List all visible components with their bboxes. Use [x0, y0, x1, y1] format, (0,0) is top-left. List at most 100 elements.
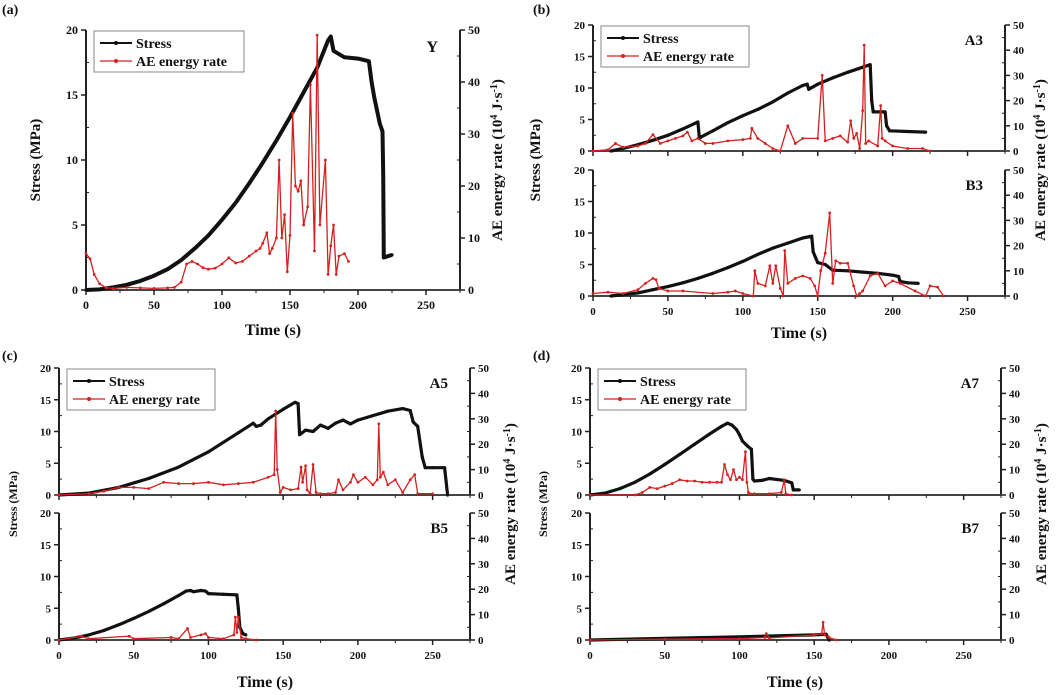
ae-energy-rate-point — [720, 480, 723, 484]
ae-energy-rate-point — [793, 276, 797, 280]
ae-energy-rate-point — [778, 149, 782, 153]
ae-energy-rate-point — [942, 294, 945, 298]
ae-energy-rate-point — [222, 483, 225, 487]
stress-point — [666, 284, 670, 289]
ae-energy-rate-point — [793, 142, 797, 145]
ae-energy-rate-point — [234, 261, 238, 265]
legend-label: Stress — [109, 375, 145, 390]
ae-energy-rate-point — [715, 480, 719, 484]
stress-point — [790, 481, 794, 485]
ae-energy-rate-point — [308, 492, 312, 496]
ae-energy-rate-point — [347, 260, 350, 263]
stress-point — [382, 255, 386, 260]
x-tick-label: 250 — [959, 306, 976, 318]
stress-point — [871, 110, 875, 114]
stress-point — [254, 424, 258, 429]
ae-energy-rate-point — [179, 280, 183, 284]
y-tick-label: 10 — [40, 427, 52, 439]
stress-point — [386, 409, 390, 413]
stress-point — [696, 120, 700, 124]
x-tick-label: 200 — [881, 650, 898, 662]
stress-point — [786, 241, 790, 245]
ae-energy-rate-point — [674, 137, 677, 140]
stress-point — [888, 129, 892, 133]
ae-energy-rate-point — [125, 286, 129, 289]
y2-axis-title: AE energy rate (104 J·s-1) — [502, 423, 520, 585]
ae-energy-rate-point — [827, 636, 831, 639]
stress-point — [191, 590, 196, 594]
stress-point — [870, 99, 874, 103]
y2-tick-label: 20 — [1009, 584, 1021, 596]
y2-tick-label: 10 — [1009, 465, 1021, 477]
stress-point — [741, 114, 745, 118]
ae-energy-rate-point — [98, 282, 101, 286]
ae-energy-rate-point — [378, 475, 382, 479]
stress-point — [420, 455, 424, 459]
ae-energy-rate-point — [305, 488, 309, 492]
stress-point — [416, 424, 420, 429]
ae-energy-rate-point — [855, 131, 859, 135]
ae-energy-rate-point — [431, 492, 435, 496]
x-tick-label: 200 — [349, 298, 367, 312]
y-tick-label: 15 — [40, 540, 52, 552]
stress-line — [610, 63, 926, 153]
y-tick-label: 10 — [571, 572, 583, 584]
ae-energy-rate-point — [332, 223, 335, 227]
ae-energy-rate-point — [764, 632, 768, 636]
y2-tick-label: 50 — [1009, 508, 1021, 520]
ae-energy-rate-point — [588, 493, 592, 497]
ae-energy-rate-point — [831, 137, 835, 140]
stress-point — [147, 609, 151, 614]
ae-energy-rate-point — [781, 294, 785, 298]
y-tick-label: 0 — [46, 635, 52, 647]
stress-point — [923, 130, 928, 134]
y-axis-title: Stress (MPa) — [6, 471, 20, 537]
ae-energy-rate-point — [241, 260, 244, 263]
ae-energy-rate-point — [247, 254, 251, 258]
x-tick-label: 50 — [659, 650, 671, 662]
ae-energy-rate-point — [753, 492, 756, 496]
x-tick-label: 100 — [731, 650, 748, 662]
ae-energy-rate-point — [852, 284, 856, 288]
stress-point — [827, 638, 831, 642]
x-tick-label: 50 — [662, 306, 674, 318]
ae-energy-rate-point — [648, 485, 652, 489]
stress-point — [220, 218, 224, 222]
ae-energy-rate-point — [278, 491, 282, 494]
stress-point — [87, 633, 91, 637]
stress-point — [274, 138, 278, 143]
stress-point — [756, 252, 760, 257]
stress-point — [801, 83, 805, 88]
stress-point — [651, 138, 655, 142]
ae-energy-rate-point — [861, 109, 865, 113]
panel-label: (c) — [2, 349, 18, 364]
ae-energy-rate-point — [173, 286, 176, 289]
ae-energy-rate-point — [294, 184, 297, 188]
ae-energy-rate-point — [204, 632, 207, 636]
ae-energy-rate-point — [614, 142, 617, 145]
stress-point — [259, 423, 263, 427]
ae-energy-rate-point — [291, 111, 295, 115]
stress-point — [693, 442, 697, 446]
ae-energy-rate-point — [834, 259, 838, 263]
y-axis-title: Stress (MPa) — [528, 119, 544, 202]
stress-point — [356, 57, 360, 61]
y-tick-label: 10 — [40, 572, 52, 584]
legend-marker — [621, 54, 625, 58]
ae-energy-rate-point — [745, 480, 749, 484]
stress-point — [296, 401, 300, 406]
y2-tick-label: 20 — [468, 179, 480, 193]
ae-energy-rate-point — [301, 480, 305, 484]
ae-energy-rate-point — [213, 266, 217, 270]
stress-point — [236, 606, 240, 610]
legend-label: Stress — [643, 32, 679, 47]
ae-energy-rate-point — [102, 489, 106, 493]
ae-energy-rate-point — [261, 241, 265, 245]
ae-energy-rate-point — [57, 493, 61, 497]
stress-point — [740, 439, 745, 443]
ae-energy-rate-point — [254, 249, 258, 253]
y-tick-label: 5 — [577, 458, 583, 470]
stress-point — [681, 127, 685, 131]
ae-energy-rate-point — [821, 620, 825, 624]
legend-marker — [87, 379, 91, 383]
